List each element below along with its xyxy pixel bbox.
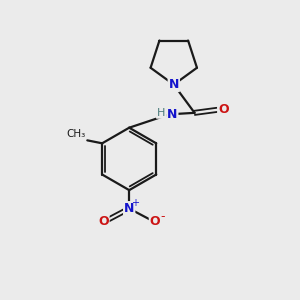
Text: -: - <box>161 210 165 223</box>
Text: O: O <box>150 215 160 228</box>
Text: H: H <box>157 108 165 118</box>
Text: CH₃: CH₃ <box>67 129 86 139</box>
Text: N: N <box>167 108 178 121</box>
Text: O: O <box>218 103 229 116</box>
Text: N: N <box>169 78 179 91</box>
Text: O: O <box>98 215 109 228</box>
Text: N: N <box>124 202 134 215</box>
Text: +: + <box>130 198 139 208</box>
